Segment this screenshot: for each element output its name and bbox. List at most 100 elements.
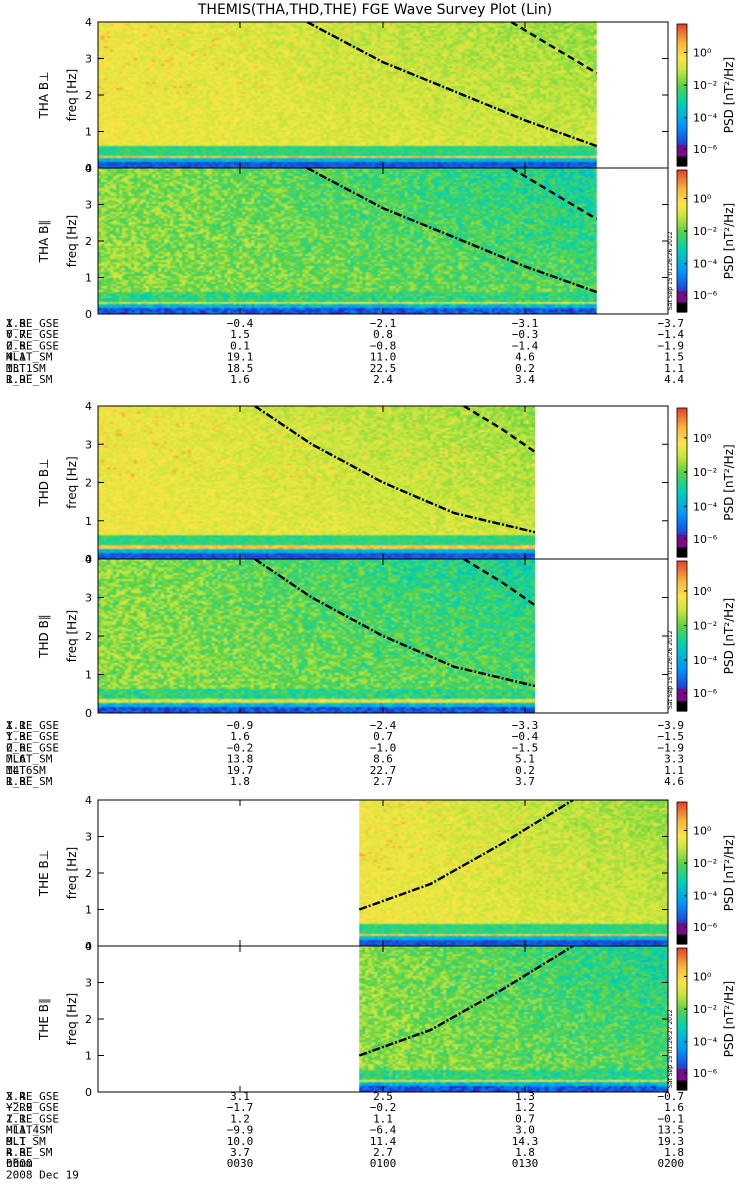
colorbar-segment	[677, 601, 687, 605]
colorbar-segment	[677, 925, 687, 929]
colorbar-segment	[677, 865, 687, 869]
ephemeris-value: 3.7	[230, 1146, 250, 1159]
colorbar-segment	[677, 200, 687, 204]
y-axis-label: freq [Hz]	[65, 215, 79, 267]
colorbar-segment	[677, 1054, 687, 1058]
colorbar-segment	[677, 576, 687, 580]
colorbar-segment	[677, 995, 687, 999]
colorbar-frame	[676, 801, 688, 945]
colorbar-tick-label: 10⁻²	[693, 79, 717, 92]
ephemeris-value: −3.3	[512, 719, 539, 732]
ephemeris-value: 13.8	[227, 753, 254, 766]
y-axis-label: freq [Hz]	[65, 69, 79, 121]
colorbar-segment	[677, 514, 687, 518]
colorbar-segment	[677, 163, 687, 167]
colorbar-segment	[677, 1059, 687, 1063]
colorbar-segment	[677, 1028, 687, 1032]
colorbar-segment	[677, 656, 687, 660]
ephemeris-value: 1.1	[373, 1112, 393, 1125]
ephemeris-value: 1.6	[230, 373, 250, 386]
colorbar-segment	[677, 1080, 687, 1084]
ephemeris-value: 4.6	[6, 1146, 26, 1159]
ephemeris-value: 18.5	[227, 362, 254, 375]
spectrogram-image	[98, 22, 597, 168]
ephemeris-value: 0.7	[373, 730, 393, 743]
colorbar-tick-label: 10⁻⁴	[693, 500, 718, 513]
ephemeris-value: −11.4	[6, 1124, 39, 1137]
colorbar-segment	[677, 939, 687, 943]
ephemeris-value: 4.6	[515, 351, 535, 364]
y-tick-label: 0	[85, 1086, 92, 1099]
colorbar-segment	[677, 499, 687, 503]
spectrogram-panel-3: 0 1 2 3 4 freq [Hz] THD B⊥ 10⁰ 10⁻² 10⁻⁴ 10⁻⁶ PSD […	[37, 400, 736, 566]
y-tick-label: 3	[85, 831, 92, 844]
ephemeris-value: 1.1	[6, 719, 26, 732]
colorbar-segment	[677, 210, 687, 214]
colorbar-segment	[677, 1042, 687, 1046]
colorbar-segment	[677, 863, 687, 867]
colorbar-segment	[677, 1030, 687, 1034]
colorbar-segment	[677, 177, 687, 181]
colorbar-segment	[677, 87, 687, 91]
y-tick-label: 1	[85, 1050, 92, 1063]
ephemeris-value: 13.1	[6, 362, 33, 375]
colorbar-segment	[677, 990, 687, 994]
ephemeris-row-name: MLT_SM	[6, 764, 46, 777]
colorbar-segment	[677, 191, 687, 195]
spectrogram-image	[359, 800, 668, 946]
colorbar-segment	[677, 285, 687, 289]
dashed-curve	[510, 168, 598, 221]
colorbar-segment	[677, 643, 687, 647]
ephemeris-value: 1.3	[515, 1090, 535, 1103]
ephemeris-value: 1.6	[664, 1101, 684, 1114]
y-tick-label: 1	[85, 272, 92, 285]
ephemeris-value: −2.1	[370, 317, 397, 330]
colorbar-tick-label: 10⁻⁶	[693, 533, 718, 546]
colorbar-segment	[677, 913, 687, 917]
colorbar-segment	[677, 452, 687, 456]
ephemeris-row-name: Z_RE_GSE	[6, 1112, 59, 1125]
y-tick-label: 1	[85, 515, 92, 528]
ephemeris-value: 1.1	[664, 362, 684, 375]
colorbar-segment	[677, 212, 687, 216]
colorbar-segment	[677, 542, 687, 546]
colorbar-segment	[677, 686, 687, 690]
ephemeris-row-name: X_RE_GSE	[6, 719, 59, 732]
colorbar-segment	[677, 653, 687, 657]
colorbar-segment	[677, 547, 687, 551]
panel-label: THA B⊥	[37, 71, 51, 119]
colorbar-segment	[677, 1049, 687, 1053]
colorbar-segment	[677, 1047, 687, 1051]
colorbar-segment	[677, 144, 687, 148]
y-tick-label: 4	[85, 940, 92, 953]
colorbar-segment	[677, 981, 687, 985]
colorbar-segment	[677, 908, 687, 912]
colorbar-label: PSD [nT²/Hz]	[722, 444, 736, 520]
colorbar-segment	[677, 435, 687, 439]
colorbar-segment	[677, 915, 687, 919]
colorbar-segment	[677, 835, 687, 839]
colorbar-segment	[677, 873, 687, 876]
colorbar-segment	[677, 554, 687, 558]
colorbar-segment	[677, 78, 687, 82]
y-tick-label: 1	[85, 669, 92, 682]
colorbar-segment	[677, 262, 687, 266]
ephemeris-row-name: X_RE_GSE	[6, 317, 59, 330]
ephemeris-value: −1.5	[512, 741, 539, 754]
colorbar-segment	[677, 633, 687, 637]
y-axis-label: freq [Hz]	[65, 610, 79, 662]
colorbar-segment	[677, 497, 687, 501]
colorbar-segment	[677, 1045, 687, 1048]
colorbar-segment	[677, 135, 687, 139]
colorbar-segment	[677, 24, 687, 27]
colorbar-segment	[677, 1026, 687, 1030]
colorbar-segment	[677, 417, 687, 422]
colorbar-segment	[677, 205, 687, 209]
ephemeris-value: −1.4	[512, 339, 539, 352]
colorbar-segment	[677, 903, 687, 907]
colorbar-segment	[677, 229, 687, 233]
colorbar-segment	[677, 534, 687, 538]
y-tick-label: 4	[85, 553, 92, 566]
ephemeris-value: −0.4	[227, 317, 254, 330]
date-label: 2008 Dec 19	[6, 1168, 79, 1181]
